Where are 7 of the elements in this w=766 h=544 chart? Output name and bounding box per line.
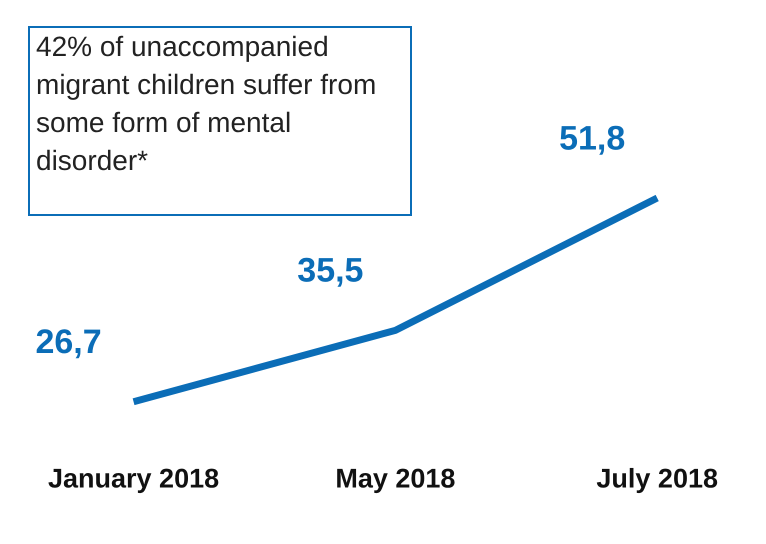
x-tick-label: January 2018 <box>48 463 220 494</box>
x-tick-label: May 2018 <box>335 463 456 494</box>
text: 42% of unaccompanied migrant children suffer from some form of mental disorder* <box>28 26 412 216</box>
data-label: 51,8 <box>559 119 626 158</box>
data-label: 35,5 <box>297 252 364 290</box>
x-tick-label: July 2018 <box>596 463 718 494</box>
data-label: 26,7 <box>35 323 102 362</box>
